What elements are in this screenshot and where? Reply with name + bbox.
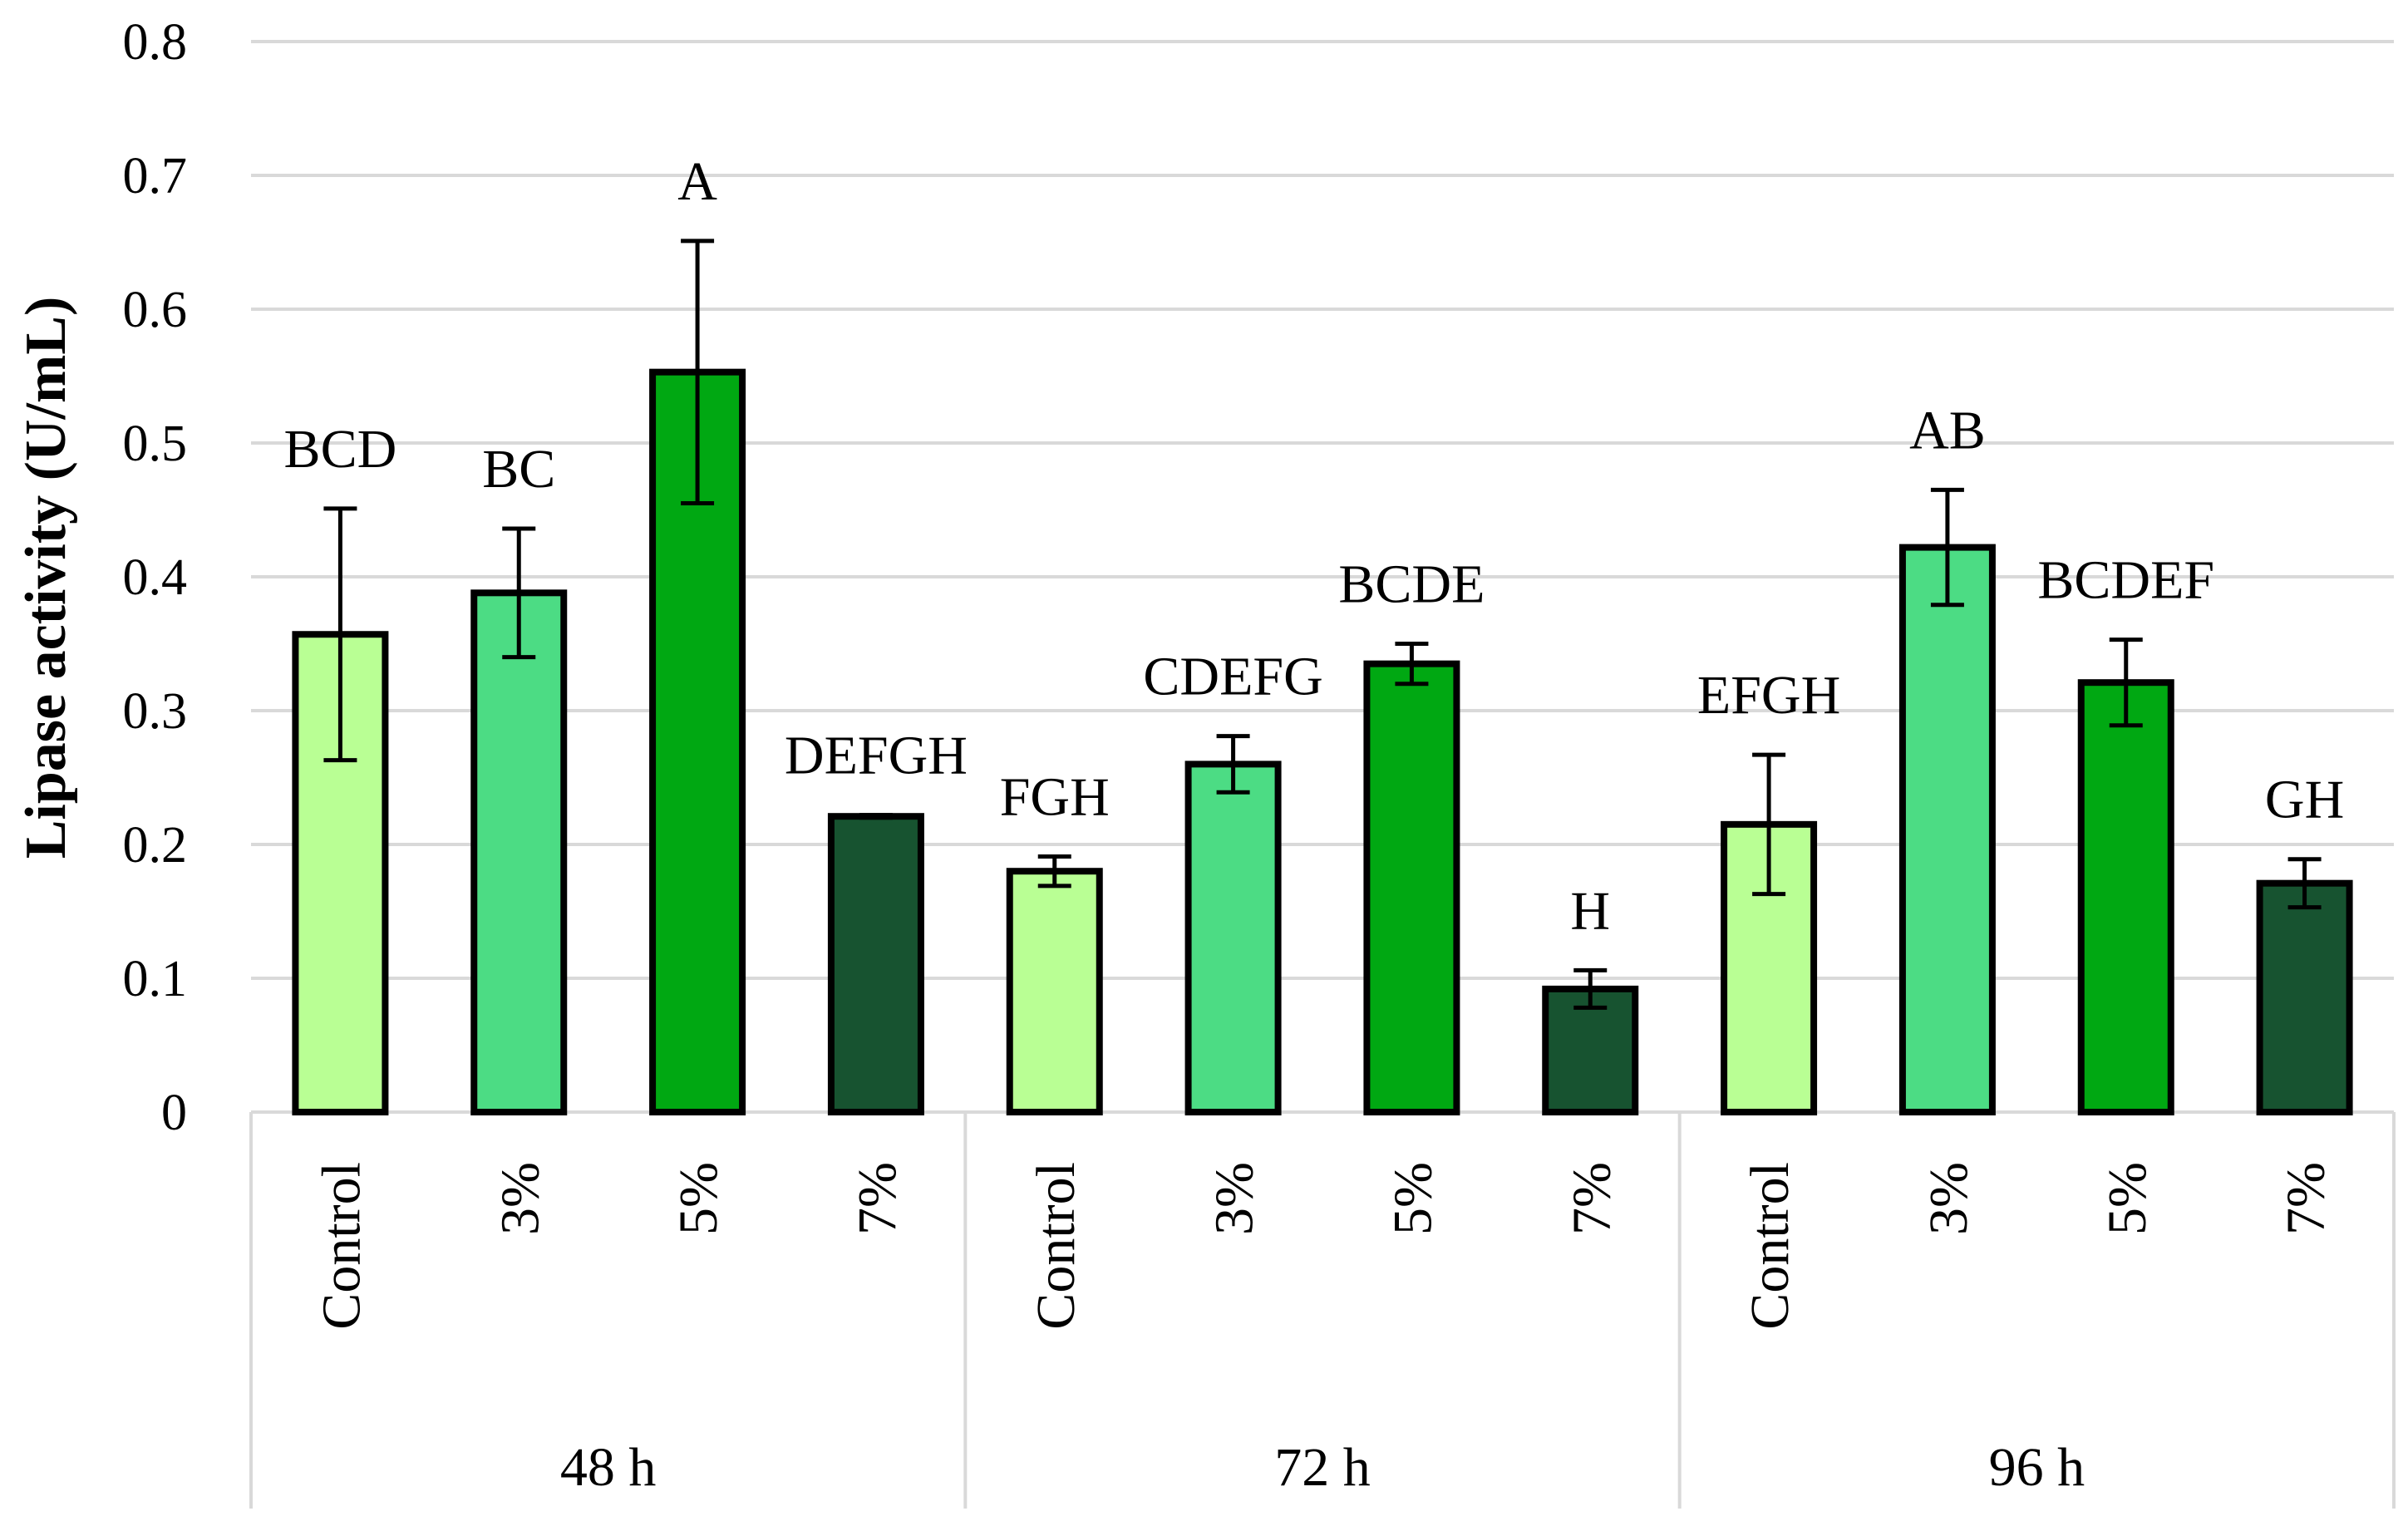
significance-letters: BCD BC A DEFGH FGH CDEFG BCDE H EFGH AB BCDEF GH xyxy=(284,151,2345,941)
y-axis-ticks: 0 0.1 0.2 0.3 0.4 0.5 0.6 0.7 0.8 xyxy=(123,14,188,1141)
y-tick-label: 0.8 xyxy=(123,14,188,71)
error-bar xyxy=(1037,854,1071,889)
error-bar xyxy=(502,526,536,660)
significance-letter: GH xyxy=(2265,770,2344,830)
error-bar xyxy=(681,239,715,505)
group-label: 72 h xyxy=(1274,1437,1371,1498)
significance-letter: FGH xyxy=(1000,766,1110,827)
y-tick-label: 0.6 xyxy=(123,282,188,338)
y-tick-label: 0 xyxy=(161,1085,187,1141)
category-label: 7% xyxy=(847,1162,908,1235)
bar-96h-7pct xyxy=(2256,879,2353,1115)
significance-letter: BCDEF xyxy=(2037,550,2214,611)
significance-letter: H xyxy=(1570,880,1610,941)
error-bar xyxy=(2287,857,2322,910)
group-labels: 48 h 72 h 96 h xyxy=(560,1437,2085,1498)
category-label: 3% xyxy=(1204,1162,1265,1235)
significance-letter: BC xyxy=(482,439,555,500)
significance-letter: BCDE xyxy=(1338,554,1485,615)
gridlines xyxy=(251,40,2394,1114)
significance-letter: BCD xyxy=(284,419,397,480)
category-label: 5% xyxy=(1382,1162,1443,1235)
group-label: 96 h xyxy=(1989,1437,2085,1498)
error-bar xyxy=(1930,487,1964,608)
category-label: 5% xyxy=(668,1162,729,1235)
bar-96h-5pct xyxy=(2077,679,2174,1115)
bar-48h-7pct xyxy=(827,813,924,1115)
error-bar xyxy=(1752,752,1786,897)
category-label: Control xyxy=(1740,1162,1800,1330)
significance-letter: CDEFG xyxy=(1143,647,1322,707)
category-label: 3% xyxy=(1918,1162,1979,1235)
y-tick-label: 0.5 xyxy=(123,416,188,472)
significance-letter: EFGH xyxy=(1697,665,1840,726)
category-label: Control xyxy=(311,1162,372,1330)
category-label: 7% xyxy=(2276,1162,2337,1235)
error-bar xyxy=(323,506,357,763)
bar-72h-5pct xyxy=(1363,660,1460,1115)
category-label: 3% xyxy=(490,1162,550,1235)
error-bar xyxy=(2109,637,2143,728)
category-axis-frame xyxy=(249,1112,2396,1509)
group-label: 48 h xyxy=(560,1437,657,1498)
bar-72h-3pct xyxy=(1184,761,1282,1116)
bar-96h-3pct xyxy=(1898,544,1996,1115)
category-label: 5% xyxy=(2097,1162,2158,1235)
bar-48h-control xyxy=(292,631,389,1115)
error-bars xyxy=(323,239,2322,1010)
y-axis-title: Lipase activity (U/mL) xyxy=(14,297,78,859)
category-label: 7% xyxy=(1561,1162,1622,1235)
significance-letter: AB xyxy=(1909,400,1986,460)
bar-72h-control xyxy=(1006,868,1103,1115)
error-bar xyxy=(1216,734,1250,795)
category-labels: Control 3% 5% 7% Control 3% 5% 7% Control 3% 5% 7% xyxy=(311,1162,2336,1330)
bar-48h-3pct xyxy=(470,589,568,1115)
significance-letter: A xyxy=(677,151,717,212)
y-tick-label: 0.7 xyxy=(123,148,188,204)
error-bar xyxy=(1395,642,1429,687)
y-tick-label: 0.4 xyxy=(123,549,188,606)
category-label: Control xyxy=(1026,1162,1086,1330)
y-tick-label: 0.1 xyxy=(123,951,188,1007)
bars xyxy=(292,368,2353,1116)
significance-letter: DEFGH xyxy=(785,726,968,786)
y-tick-label: 0.2 xyxy=(123,817,188,874)
error-bar xyxy=(859,813,893,820)
error-bar xyxy=(1573,967,1608,1010)
y-tick-label: 0.3 xyxy=(123,683,188,740)
